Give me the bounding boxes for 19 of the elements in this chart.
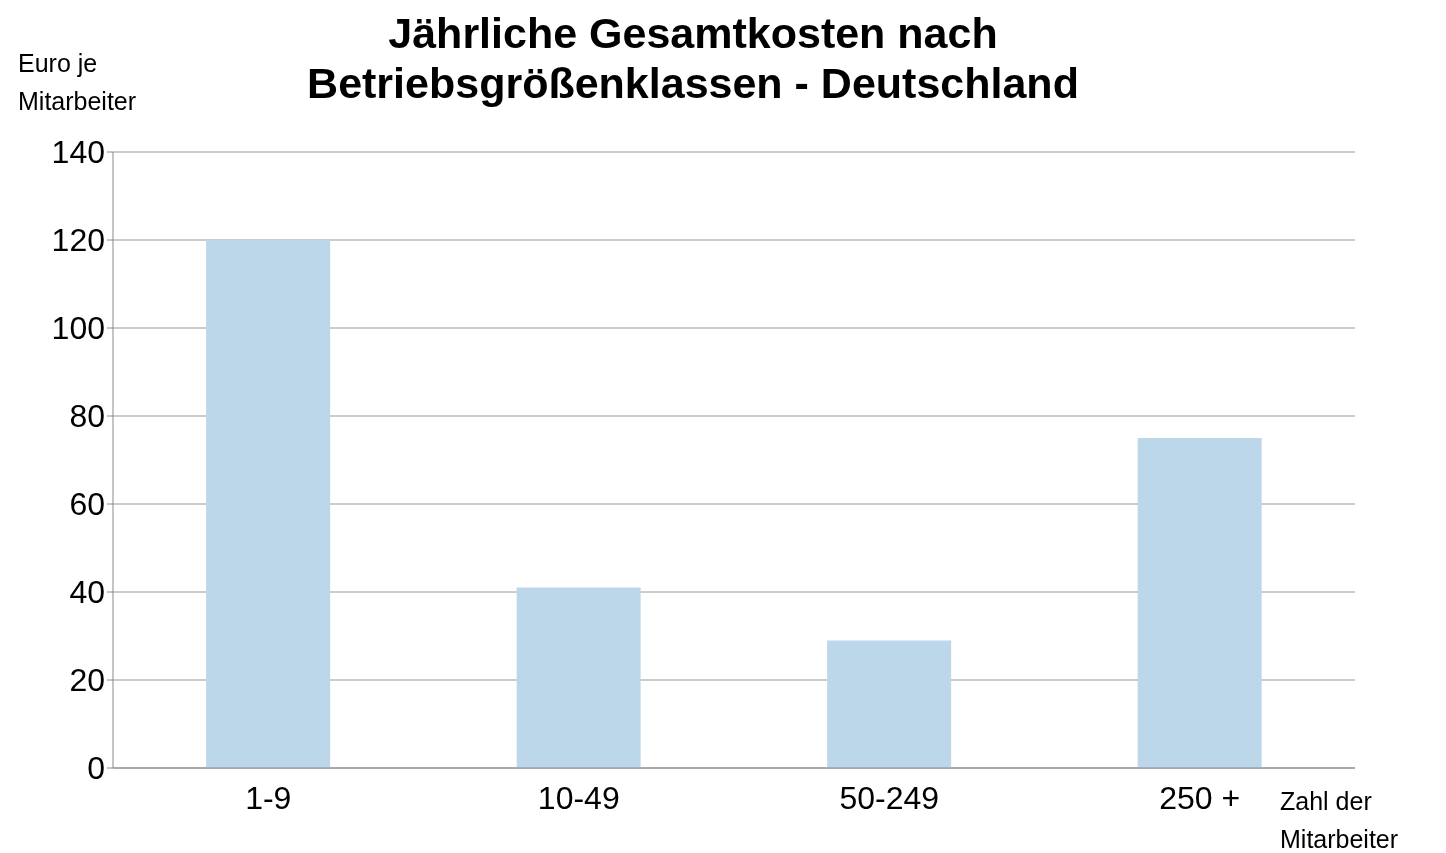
x-tick-label: 50-249: [839, 779, 940, 816]
bar: [206, 240, 331, 768]
y-tick-label: 0: [87, 750, 105, 787]
y-tick-label: 120: [51, 222, 105, 259]
y-tick-label: 20: [69, 662, 105, 699]
x-tick-label: 250 +: [1159, 779, 1241, 816]
bar: [516, 587, 641, 768]
y-tick-label: 80: [69, 398, 105, 435]
x-tick-label: 10-49: [537, 779, 620, 816]
y-tick-label: 140: [51, 134, 105, 171]
bar: [827, 640, 952, 768]
y-tick-label: 40: [69, 574, 105, 611]
x-axis-title: Zahl der Mitarbeiter: [1280, 786, 1400, 853]
y-tick-label: 100: [51, 310, 105, 347]
y-axis-title: Euro je Mitarbeiter: [18, 48, 138, 117]
bar: [1137, 438, 1262, 768]
y-tick-label: 60: [69, 486, 105, 523]
x-tick-label: 1-9: [245, 779, 292, 816]
chart-title: Jährliche Gesamtkosten nach Betriebsgrößenklassen - Deutschland: [306, 8, 1080, 108]
